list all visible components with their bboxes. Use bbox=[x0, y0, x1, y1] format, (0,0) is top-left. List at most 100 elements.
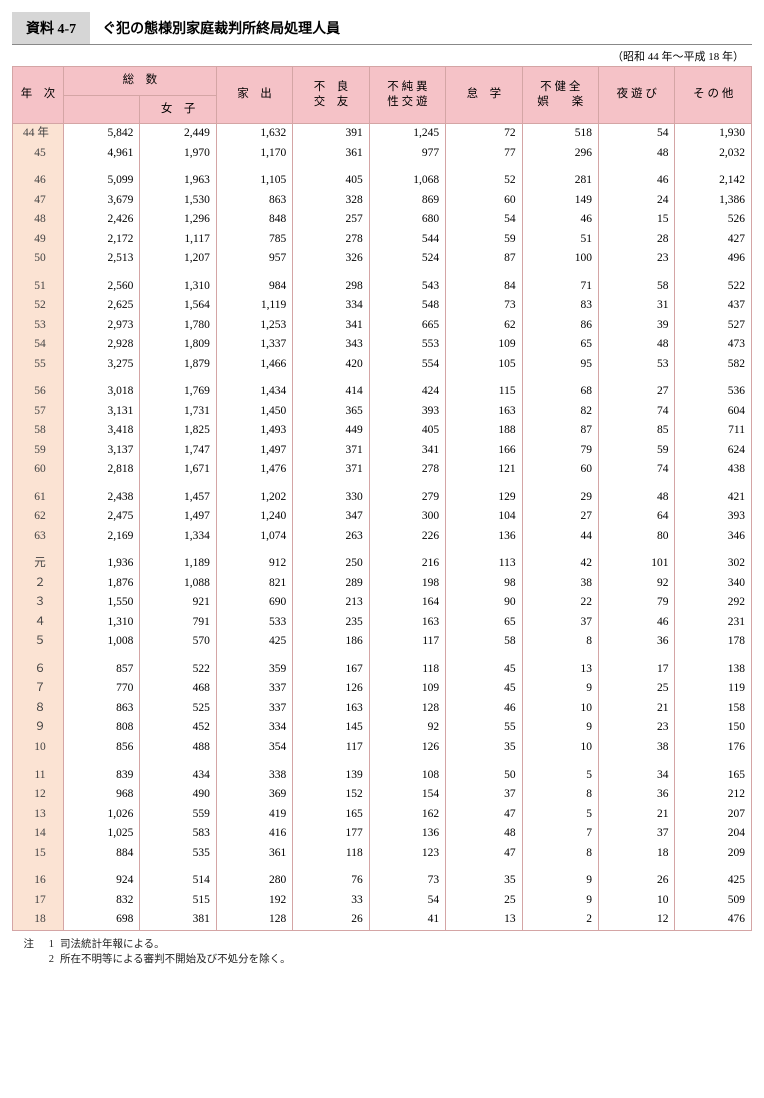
cell-truancy: 166 bbox=[446, 441, 522, 461]
cell-runaway: 1,202 bbox=[216, 480, 292, 508]
col-unhealthy: 不 健 全娯 楽 bbox=[522, 67, 598, 124]
cell-unhealthy: 51 bbox=[522, 230, 598, 250]
cell-runaway: 280 bbox=[216, 863, 292, 891]
cell-other: 1,930 bbox=[675, 124, 752, 144]
cell-night: 10 bbox=[599, 891, 675, 911]
cell-total: 2,475 bbox=[63, 507, 139, 527]
col-sexual: 不 純 異性 交 遊 bbox=[369, 67, 445, 124]
cell-female: 1,970 bbox=[140, 144, 216, 164]
cell-sexual: 1,245 bbox=[369, 124, 445, 144]
table-header: 年 次 総 数 家 出 不 良交 友 不 純 異性 交 遊 怠 学 不 健 全娯… bbox=[13, 67, 752, 124]
cell-other: 178 bbox=[675, 632, 752, 652]
table-row: 63 2,169 1,334 1,074 263 226 136 44 80 3… bbox=[13, 527, 752, 547]
cell-unhealthy: 65 bbox=[522, 335, 598, 355]
cell-other: 119 bbox=[675, 679, 752, 699]
title-text: ぐ犯の態様別家庭裁判所終局処理人員 bbox=[90, 12, 352, 44]
table-row: 18 698 381 128 26 41 13 2 12 476 bbox=[13, 910, 752, 930]
cell-unhealthy: 82 bbox=[522, 402, 598, 422]
cell-bad: 139 bbox=[293, 758, 369, 786]
cell-total: 856 bbox=[63, 738, 139, 758]
cell-unhealthy: 42 bbox=[522, 546, 598, 574]
cell-runaway: 821 bbox=[216, 574, 292, 594]
cell-sexual: 341 bbox=[369, 441, 445, 461]
cell-total: 2,928 bbox=[63, 335, 139, 355]
table-row: 62 2,475 1,497 1,240 347 300 104 27 64 3… bbox=[13, 507, 752, 527]
cell-runaway: 1,493 bbox=[216, 421, 292, 441]
cell-bad: 330 bbox=[293, 480, 369, 508]
cell-female: 535 bbox=[140, 844, 216, 864]
cell-other: 165 bbox=[675, 758, 752, 786]
cell-sexual: 108 bbox=[369, 758, 445, 786]
cell-bad: 165 bbox=[293, 805, 369, 825]
cell-runaway: 912 bbox=[216, 546, 292, 574]
cell-unhealthy: 281 bbox=[522, 163, 598, 191]
cell-total: 1,025 bbox=[63, 824, 139, 844]
cell-unhealthy: 68 bbox=[522, 374, 598, 402]
cell-sexual: 226 bbox=[369, 527, 445, 547]
cell-night: 74 bbox=[599, 402, 675, 422]
cell-sexual: 424 bbox=[369, 374, 445, 402]
cell-other: 582 bbox=[675, 355, 752, 375]
cell-night: 24 bbox=[599, 191, 675, 211]
cell-year: 57 bbox=[13, 402, 64, 422]
cell-truancy: 50 bbox=[446, 758, 522, 786]
cell-night: 92 bbox=[599, 574, 675, 594]
cell-year: 12 bbox=[13, 785, 64, 805]
cell-female: 1,879 bbox=[140, 355, 216, 375]
cell-runaway: 1,119 bbox=[216, 296, 292, 316]
cell-night: 59 bbox=[599, 441, 675, 461]
cell-bad: 250 bbox=[293, 546, 369, 574]
cell-year: 61 bbox=[13, 480, 64, 508]
cell-total: 968 bbox=[63, 785, 139, 805]
table-row: ９ 808 452 334 145 92 55 9 23 150 bbox=[13, 718, 752, 738]
cell-sexual: 300 bbox=[369, 507, 445, 527]
cell-bad: 298 bbox=[293, 269, 369, 297]
table-row: 12 968 490 369 152 154 37 8 36 212 bbox=[13, 785, 752, 805]
cell-other: 425 bbox=[675, 863, 752, 891]
cell-sexual: 163 bbox=[369, 613, 445, 633]
cell-female: 514 bbox=[140, 863, 216, 891]
cell-night: 101 bbox=[599, 546, 675, 574]
cell-unhealthy: 95 bbox=[522, 355, 598, 375]
cell-female: 1,088 bbox=[140, 574, 216, 594]
cell-truancy: 25 bbox=[446, 891, 522, 911]
cell-truancy: 35 bbox=[446, 863, 522, 891]
cell-runaway: 354 bbox=[216, 738, 292, 758]
cell-unhealthy: 71 bbox=[522, 269, 598, 297]
cell-runaway: 1,170 bbox=[216, 144, 292, 164]
cell-truancy: 129 bbox=[446, 480, 522, 508]
cell-truancy: 113 bbox=[446, 546, 522, 574]
table-row: ７ 770 468 337 126 109 45 9 25 119 bbox=[13, 679, 752, 699]
cell-night: 26 bbox=[599, 863, 675, 891]
cell-truancy: 60 bbox=[446, 191, 522, 211]
cell-total: 3,275 bbox=[63, 355, 139, 375]
table-row: 52 2,625 1,564 1,119 334 548 73 83 31 43… bbox=[13, 296, 752, 316]
table-row: ２ 1,876 1,088 821 289 198 98 38 92 340 bbox=[13, 574, 752, 594]
cell-truancy: 37 bbox=[446, 785, 522, 805]
cell-year: 52 bbox=[13, 296, 64, 316]
cell-runaway: 337 bbox=[216, 679, 292, 699]
cell-runaway: 533 bbox=[216, 613, 292, 633]
cell-runaway: 1,240 bbox=[216, 507, 292, 527]
cell-runaway: 957 bbox=[216, 249, 292, 269]
cell-total: 808 bbox=[63, 718, 139, 738]
cell-female: 1,189 bbox=[140, 546, 216, 574]
cell-year: 45 bbox=[13, 144, 64, 164]
cell-unhealthy: 13 bbox=[522, 652, 598, 680]
cell-night: 48 bbox=[599, 144, 675, 164]
cell-female: 1,117 bbox=[140, 230, 216, 250]
cell-bad: 263 bbox=[293, 527, 369, 547]
cell-sexual: 544 bbox=[369, 230, 445, 250]
cell-other: 212 bbox=[675, 785, 752, 805]
cell-truancy: 48 bbox=[446, 824, 522, 844]
cell-year: 47 bbox=[13, 191, 64, 211]
cell-year: ２ bbox=[13, 574, 64, 594]
cell-total: 1,550 bbox=[63, 593, 139, 613]
cell-night: 27 bbox=[599, 374, 675, 402]
cell-truancy: 188 bbox=[446, 421, 522, 441]
cell-bad: 117 bbox=[293, 738, 369, 758]
cell-unhealthy: 29 bbox=[522, 480, 598, 508]
cell-bad: 326 bbox=[293, 249, 369, 269]
cell-truancy: 104 bbox=[446, 507, 522, 527]
cell-unhealthy: 5 bbox=[522, 758, 598, 786]
